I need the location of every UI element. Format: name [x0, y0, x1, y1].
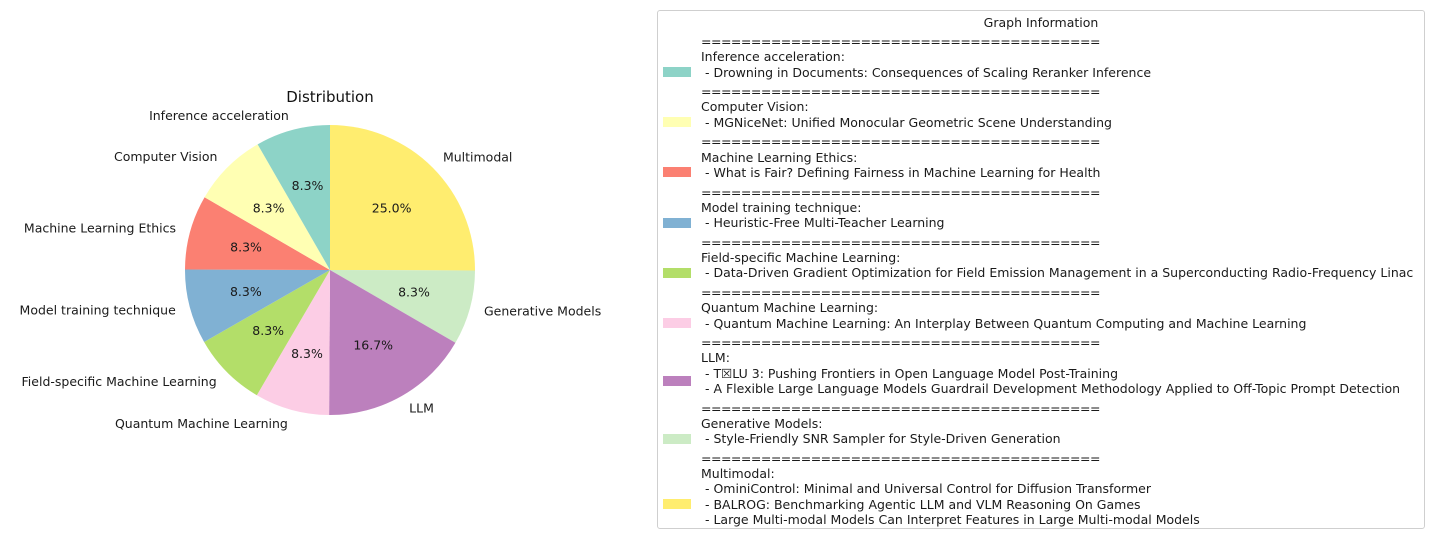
legend-swatch — [663, 117, 691, 128]
chart-title: Distribution — [286, 88, 374, 106]
slice-category-label: Computer Vision — [114, 149, 217, 164]
legend-entry: ========================================… — [663, 401, 1420, 451]
legend-paper-title: - Quantum Machine Learning: An Interplay… — [701, 315, 1307, 331]
legend-swatch — [663, 267, 691, 278]
pie-slice — [204, 270, 330, 396]
legend-entry: ========================================… — [663, 451, 1420, 532]
legend-separator: ======================================== — [701, 400, 1100, 416]
slice-percent-label: 8.3% — [252, 323, 284, 338]
pie-slice — [256, 270, 330, 415]
legend-separator: ======================================== — [701, 335, 1100, 351]
legend-swatch — [663, 167, 691, 178]
legend-paper-title: - Large Multi-modal Models Can Interpret… — [701, 512, 1200, 527]
slice-category-label: LLM — [409, 400, 434, 415]
legend-swatch — [663, 67, 691, 78]
legend-separator: ======================================== — [701, 284, 1100, 300]
legend-swatch — [663, 318, 691, 329]
legend-paper-title: - Data-Driven Gradient Optimization for … — [701, 265, 1414, 281]
legend-paper-title: - Heuristic-Free Multi-Teacher Learning — [701, 215, 945, 231]
legend-paper-title: - Drowning in Documents: Consequences of… — [701, 64, 1152, 80]
legend-category: Generative Models: — [701, 415, 823, 431]
slice-percent-label: 25.0% — [372, 201, 412, 216]
pie-labels: 25.0% Multimodal 8.3% Generative Models 16.7… — [20, 108, 602, 431]
slice-category-label: Model training technique — [20, 303, 177, 318]
legend-category: Quantum Machine Learning: — [701, 300, 879, 316]
legend-paper-title: - What is Fair? Defining Fairness in Mac… — [701, 164, 1101, 180]
legend-category: Model training technique: — [701, 199, 862, 215]
legend-swatch — [663, 433, 691, 444]
legend-category: Multimodal: — [701, 466, 775, 482]
legend-separator: ======================================== — [701, 234, 1100, 250]
legend-category: Machine Learning Ethics: — [701, 149, 858, 165]
pie-slice — [185, 197, 330, 270]
slice-percent-label: 8.3% — [291, 346, 323, 361]
legend-category: Field-specific Machine Learning: — [701, 250, 901, 266]
pie-slice — [330, 270, 475, 343]
legend-category: Inference acceleration: — [701, 49, 845, 65]
legend: Graph Information ======================… — [657, 10, 1425, 529]
slice-percent-label: 8.3% — [292, 178, 324, 193]
slice-percent-label: 8.3% — [230, 239, 262, 254]
pie-slice — [185, 269, 330, 342]
slice-percent-label: 8.3% — [253, 200, 285, 215]
legend-entry: ========================================… — [663, 285, 1420, 335]
legend-paper-title: - BALROG: Benchmarking Agentic LLM and V… — [701, 496, 1141, 512]
slice-category-label: Field-specific Machine Learning — [22, 374, 217, 389]
slice-percent-label: 16.7% — [353, 338, 393, 353]
legend-paper-title: - T☒LU 3: Pushing Frontiers in Open Lang… — [701, 365, 1119, 381]
legend-entry: ========================================… — [663, 34, 1420, 84]
slice-category-label: Generative Models — [484, 304, 601, 319]
legend-paper-title: - OminiControl: Minimal and Universal Co… — [701, 481, 1152, 497]
legend-separator: ======================================== — [701, 84, 1100, 100]
pie-slice — [257, 125, 330, 270]
legend-category: LLM: — [701, 350, 730, 366]
slice-percent-label: 8.3% — [230, 284, 262, 299]
legend-separator: ======================================== — [701, 450, 1100, 466]
pie-slices — [185, 125, 475, 415]
slice-category-label: Machine Learning Ethics — [24, 220, 176, 235]
pie-slice — [204, 144, 330, 270]
legend-entries: ========================================… — [663, 34, 1420, 531]
legend-separator: ======================================== — [701, 134, 1100, 150]
legend-swatch — [663, 499, 691, 510]
pie-slice — [330, 125, 475, 271]
legend-entry: ========================================… — [663, 185, 1420, 235]
legend-entry: ========================================… — [663, 235, 1420, 285]
legend-swatch — [663, 217, 691, 228]
legend-title: Graph Information — [983, 15, 1099, 30]
legend-paper-title: - A Flexible Large Language Models Guard… — [701, 381, 1401, 397]
pie-chart: Distribution 25.0% Multimodal 8.3% Generati… — [20, 88, 602, 431]
slice-category-label: Quantum Machine Learning — [115, 416, 288, 431]
legend-category: Computer Vision: — [701, 99, 809, 115]
legend-paper-title: - MGNiceNet: Unified Monocular Geometric… — [701, 114, 1112, 130]
pie-slice — [329, 270, 456, 415]
slice-category-label: Inference acceleration — [149, 108, 289, 123]
legend-entry: ========================================… — [663, 335, 1420, 401]
slice-percent-label: 8.3% — [398, 285, 430, 300]
slice-category-label: Multimodal — [443, 149, 512, 164]
legend-swatch — [663, 375, 691, 386]
legend-separator: ======================================== — [701, 184, 1100, 200]
legend-separator: ======================================== — [701, 34, 1100, 49]
legend-paper-title: - Style-Friendly SNR Sampler for Style-D… — [701, 431, 1061, 447]
legend-entry: ========================================… — [663, 84, 1420, 134]
legend-entry: ========================================… — [663, 134, 1420, 184]
